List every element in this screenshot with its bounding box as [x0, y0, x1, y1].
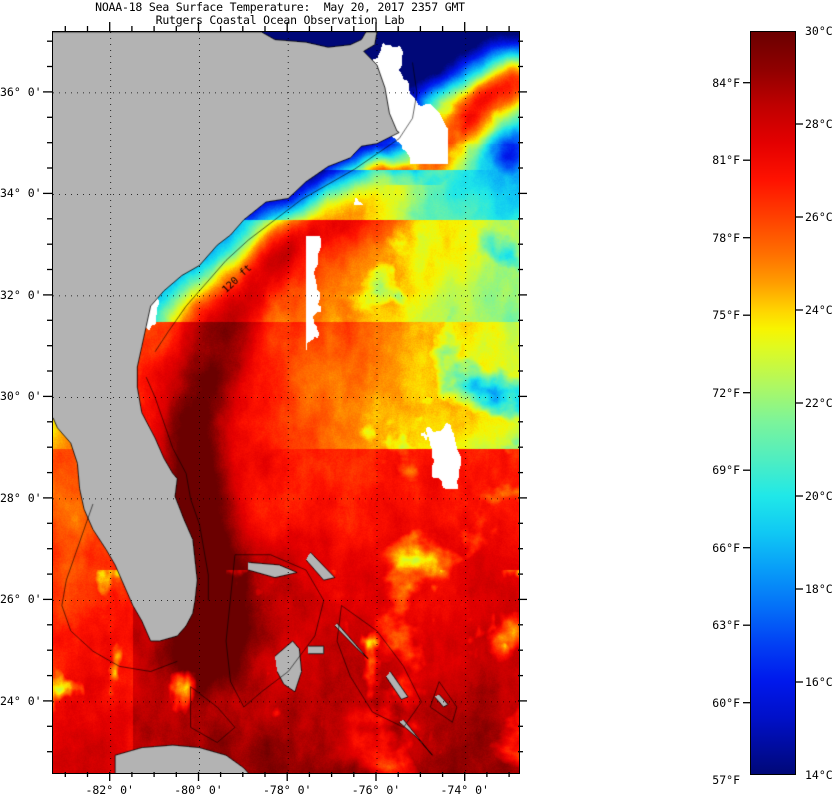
colorbar-fahrenheit-label: 69°F [712, 463, 740, 478]
title-line-2: Rutgers Coastal Ocean Observation Lab [155, 13, 405, 27]
colorbar-celsius-label: 16°C [805, 675, 832, 689]
colorbar-fahrenheit-label: 84°F [712, 75, 740, 90]
lat-tick-label: 36° 0' [0, 84, 42, 99]
chart-title-block: NOAA-18 Sea Surface Temperature: May 20,… [0, 0, 560, 27]
colorbar-fahrenheit-label: 75°F [712, 308, 740, 323]
sst-raster-image [53, 32, 519, 773]
colorbar-celsius-label: 28°C [805, 117, 832, 131]
sst-map-plot[interactable] [52, 31, 520, 774]
colorbar-celsius-label: 20°C [805, 489, 832, 503]
colorbar-fahrenheit-label: 63°F [712, 618, 740, 633]
colorbar-celsius-label: 22°C [805, 396, 832, 410]
lat-tick-label: 34° 0' [0, 186, 42, 201]
lat-tick-label: 24° 0' [0, 693, 42, 708]
lat-tick-label: 28° 0' [0, 490, 42, 505]
colorbar-celsius-label: 26°C [805, 210, 832, 224]
lat-tick-label: 26° 0' [0, 592, 42, 607]
colorbar-gradient [750, 31, 796, 775]
colorbar-celsius-label: 24°C [805, 303, 832, 317]
colorbar-fahrenheit-label: 60°F [712, 695, 740, 710]
colorbar-celsius-label: 14°C [805, 768, 832, 782]
colorbar-fahrenheit-label: 72°F [712, 385, 740, 400]
title-line-1: NOAA-18 Sea Surface Temperature: May 20,… [95, 0, 465, 14]
colorbar-fahrenheit-label: 81°F [712, 153, 740, 168]
colorbar-fahrenheit-label: 66°F [712, 540, 740, 555]
colorbar-legend[interactable] [750, 31, 796, 775]
lat-tick-label: 30° 0' [0, 389, 42, 404]
lat-tick-label: 32° 0' [0, 287, 42, 302]
colorbar-fahrenheit-label: 78°F [712, 230, 740, 245]
colorbar-fahrenheit-label: 57°F [712, 773, 740, 788]
colorbar-celsius-label: 18°C [805, 582, 832, 596]
colorbar-celsius-label: 30°C [805, 24, 832, 38]
